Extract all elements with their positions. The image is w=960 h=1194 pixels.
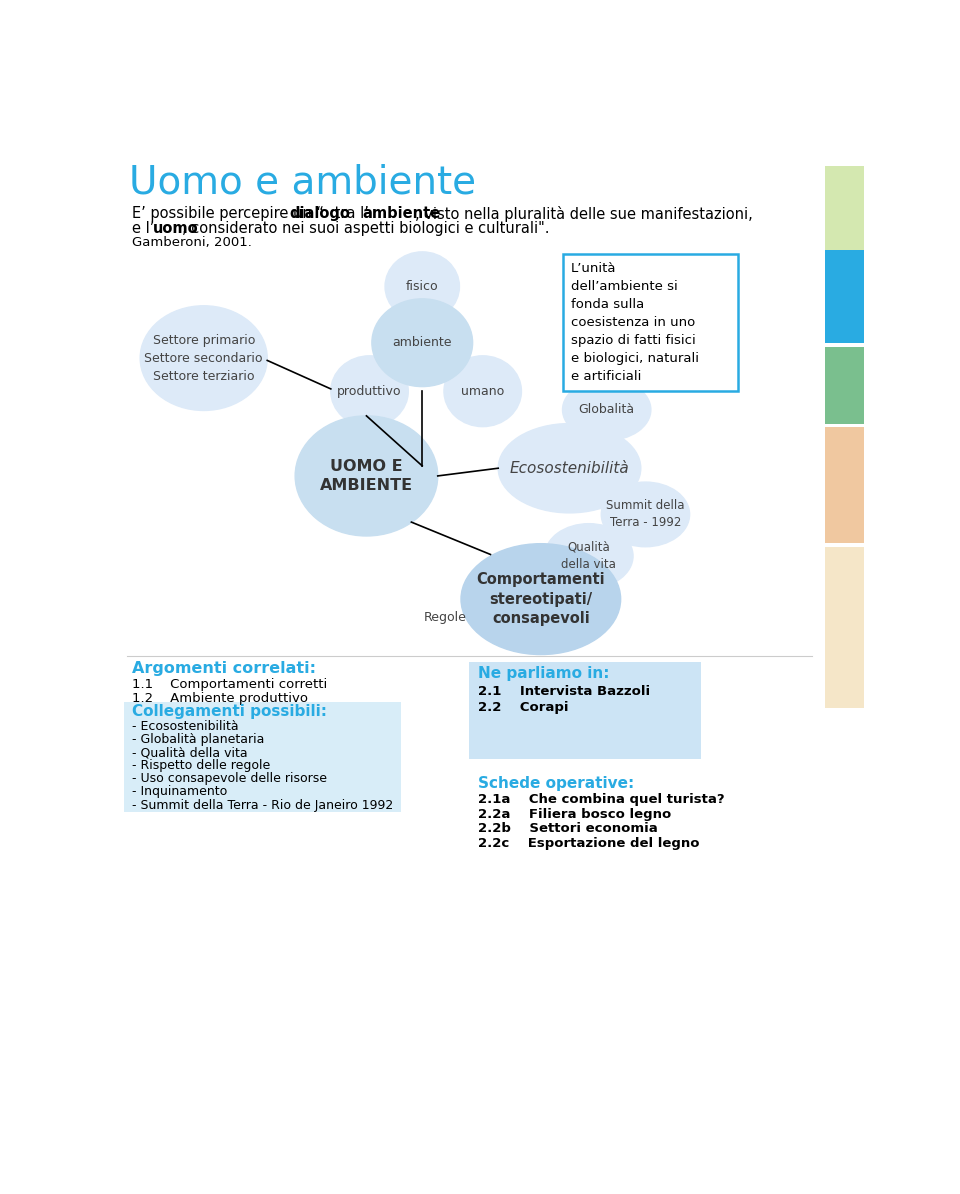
Text: Ecosostenibilità: Ecosostenibilità [510, 461, 630, 475]
Bar [826, 427, 864, 543]
Text: UOMO E
AMBIENTE: UOMO E AMBIENTE [320, 458, 413, 493]
Ellipse shape [331, 356, 408, 426]
Text: Collegamenti possibili:: Collegamenti possibili: [132, 703, 326, 719]
Text: e l’: e l’ [132, 221, 154, 236]
Text: , considerato nei suoi aspetti biologici e culturali".: , considerato nei suoi aspetti biologici… [182, 221, 549, 236]
Text: - Uso consapevole delle risorse: - Uso consapevole delle risorse [132, 773, 326, 786]
Ellipse shape [498, 424, 641, 513]
Text: 2.1    Intervista Bazzoli: 2.1 Intervista Bazzoli [478, 685, 650, 698]
Text: - Ecosostenibilità: - Ecosostenibilità [132, 720, 238, 733]
Text: Qualità
della vita: Qualità della vita [562, 541, 616, 571]
Text: - Rispetto delle regole: - Rispetto delle regole [132, 759, 270, 773]
Text: Regole: Regole [424, 611, 467, 624]
Text: Globalità: Globalità [579, 404, 635, 417]
Ellipse shape [140, 306, 267, 411]
Text: - Summit della Terra - Rio de Janeiro 1992: - Summit della Terra - Rio de Janeiro 19… [132, 799, 393, 812]
Text: Ne parliamo in:: Ne parliamo in: [478, 666, 610, 681]
Text: - Qualità della vita: - Qualità della vita [132, 746, 248, 759]
Text: L’unità
dell’ambiente si
fonda sulla
coesistenza in uno
spazio di fatti fisici
e: L’unità dell’ambiente si fonda sulla coe… [571, 261, 699, 383]
Text: fisico: fisico [406, 281, 439, 293]
Bar [826, 166, 864, 251]
Text: umano: umano [461, 384, 504, 398]
Text: , visto nella pluralità delle sue manifestazioni,: , visto nella pluralità delle sue manife… [416, 207, 753, 222]
Bar [826, 547, 864, 708]
Bar [826, 251, 864, 343]
Ellipse shape [461, 543, 621, 654]
Text: - Globalità planetaria: - Globalità planetaria [132, 733, 264, 746]
Text: Summit della
Terra - 1992: Summit della Terra - 1992 [606, 499, 684, 529]
Text: dialogo: dialogo [290, 207, 350, 221]
Text: produttivo: produttivo [337, 384, 402, 398]
Text: Schede operative:: Schede operative: [478, 776, 635, 792]
Bar [124, 702, 401, 812]
Text: Gamberoni, 2001.: Gamberoni, 2001. [132, 235, 252, 248]
Text: 1.1    Comportamenti corretti: 1.1 Comportamenti corretti [132, 678, 326, 690]
Text: E’ possibile percepire un “: E’ possibile percepire un “ [132, 207, 324, 221]
Ellipse shape [372, 298, 472, 387]
Text: uomo: uomo [154, 221, 199, 236]
Bar [826, 346, 864, 424]
Text: 2.2a    Filiera bosco legno: 2.2a Filiera bosco legno [478, 808, 671, 820]
Ellipse shape [444, 356, 521, 426]
Ellipse shape [544, 524, 633, 589]
Ellipse shape [563, 378, 651, 441]
Text: - Inquinamento: - Inquinamento [132, 786, 227, 799]
Ellipse shape [385, 252, 460, 321]
Text: Comportamenti
stereotipati/
consapevoli: Comportamenti stereotipati/ consapevoli [476, 572, 605, 627]
Text: ambiente: ambiente [393, 337, 452, 349]
Text: ambiente: ambiente [363, 207, 441, 221]
Text: 2.2    Corapi: 2.2 Corapi [478, 701, 568, 714]
Text: Uomo e ambiente: Uomo e ambiente [130, 164, 476, 202]
Text: Argomenti correlati:: Argomenti correlati: [132, 660, 316, 676]
Text: 2.1a    Che combina quel turista?: 2.1a Che combina quel turista? [478, 793, 725, 806]
Ellipse shape [295, 416, 438, 536]
Text: 2.2b    Settori economia: 2.2b Settori economia [478, 823, 658, 836]
Text: tra l’: tra l’ [330, 207, 369, 221]
Text: Settore primario
Settore secondario
Settore terziario: Settore primario Settore secondario Sett… [144, 333, 263, 382]
Bar [468, 663, 701, 758]
Text: 2.2c    Esportazione del legno: 2.2c Esportazione del legno [478, 837, 700, 850]
Bar [564, 254, 737, 392]
Text: 1.2    Ambiente produttivo: 1.2 Ambiente produttivo [132, 693, 307, 706]
Ellipse shape [601, 482, 689, 547]
